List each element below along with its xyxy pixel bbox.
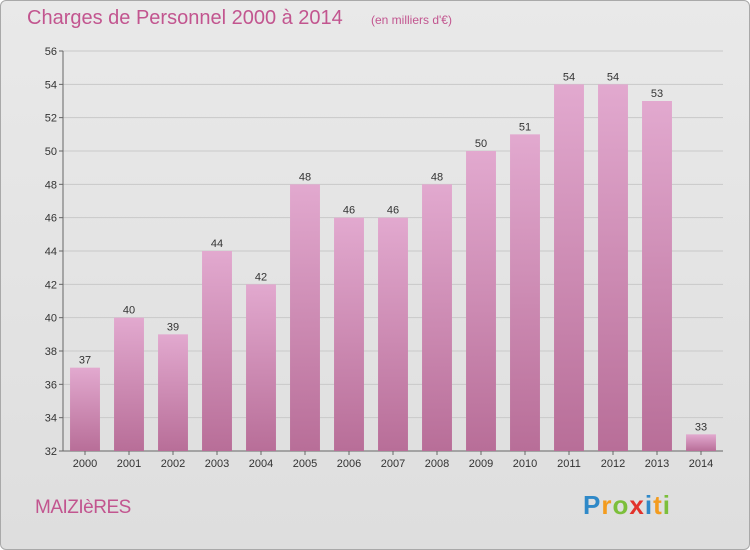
data-label: 48 bbox=[431, 171, 443, 183]
x-tick-label: 2012 bbox=[601, 458, 625, 470]
bar-2008 bbox=[422, 184, 452, 452]
x-tick-label: 2009 bbox=[469, 458, 493, 470]
data-label: 33 bbox=[695, 421, 707, 433]
chart-title: Charges de Personnel 2000 à 2014 bbox=[27, 7, 343, 29]
y-tick-label: 54 bbox=[45, 79, 57, 91]
y-tick-label: 32 bbox=[45, 446, 57, 458]
data-label: 46 bbox=[387, 205, 399, 217]
bar-2014 bbox=[686, 434, 716, 451]
x-tick-label: 2000 bbox=[73, 458, 97, 470]
logo-letter: t bbox=[653, 490, 663, 520]
data-label: 51 bbox=[519, 121, 531, 133]
city-name: MAIZIèRES bbox=[35, 497, 131, 518]
y-tick-label: 36 bbox=[45, 379, 57, 391]
data-label: 53 bbox=[651, 88, 663, 100]
x-tick-label: 2008 bbox=[425, 458, 449, 470]
bar-2011 bbox=[554, 84, 584, 451]
y-tick-label: 56 bbox=[45, 46, 57, 58]
logo-letter: i bbox=[662, 490, 671, 520]
bar-2003 bbox=[202, 251, 232, 451]
bar-2012 bbox=[598, 84, 628, 451]
y-tick-label: 52 bbox=[45, 113, 57, 125]
x-tick-label: 2013 bbox=[645, 458, 669, 470]
bar-2005 bbox=[290, 184, 320, 452]
y-tick-label: 38 bbox=[45, 346, 57, 358]
logo-letter: o bbox=[612, 490, 630, 520]
x-tick-label: 2005 bbox=[293, 458, 317, 470]
data-label: 46 bbox=[343, 205, 355, 217]
logo-letter: P bbox=[583, 490, 602, 520]
proxiti-logo[interactable]: Proxiti bbox=[583, 490, 671, 521]
logo-letter: x bbox=[629, 490, 645, 520]
logo-letter: i bbox=[644, 490, 654, 520]
x-tick-label: 2002 bbox=[161, 458, 185, 470]
x-tick-label: 2004 bbox=[249, 458, 273, 470]
x-tick-label: 2010 bbox=[513, 458, 537, 470]
x-tick-label: 2001 bbox=[117, 458, 141, 470]
data-label: 44 bbox=[211, 238, 223, 250]
x-tick-label: 2007 bbox=[381, 458, 405, 470]
x-tick-label: 2006 bbox=[337, 458, 361, 470]
y-tick-label: 34 bbox=[45, 413, 57, 425]
bar-2013 bbox=[642, 101, 672, 451]
bar-2006 bbox=[334, 217, 364, 451]
data-label: 54 bbox=[563, 71, 575, 83]
y-tick-label: 46 bbox=[45, 213, 57, 225]
x-tick-label: 2011 bbox=[557, 458, 581, 470]
y-tick-label: 44 bbox=[45, 246, 57, 258]
x-tick-label: 2003 bbox=[205, 458, 229, 470]
bar-2002 bbox=[158, 334, 188, 451]
logo-letter: r bbox=[601, 490, 613, 520]
data-label: 50 bbox=[475, 138, 487, 150]
y-tick-label: 48 bbox=[45, 179, 57, 191]
bar-2001 bbox=[114, 317, 144, 451]
labels: 32 34 36 38 40 42 44 46 48 50 52 54 56 37 2000 40 2001 39… bbox=[45, 46, 713, 470]
data-label: 39 bbox=[167, 321, 179, 333]
bar-2004 bbox=[246, 284, 276, 451]
y-tick-label: 42 bbox=[45, 279, 57, 291]
data-label: 40 bbox=[123, 305, 135, 317]
data-label: 48 bbox=[299, 171, 311, 183]
chart-subtitle: (en milliers d'€) bbox=[371, 13, 452, 27]
bars bbox=[70, 84, 716, 452]
bar-2007 bbox=[378, 217, 408, 451]
data-label: 37 bbox=[79, 355, 91, 367]
bar-2010 bbox=[510, 134, 540, 452]
bar-2000 bbox=[70, 367, 100, 451]
data-label: 54 bbox=[607, 71, 619, 83]
y-tick-label: 50 bbox=[45, 146, 57, 158]
data-label: 42 bbox=[255, 271, 267, 283]
x-tick-label: 2014 bbox=[689, 458, 713, 470]
y-tick-label: 40 bbox=[45, 313, 57, 325]
bar-2009 bbox=[466, 151, 496, 451]
